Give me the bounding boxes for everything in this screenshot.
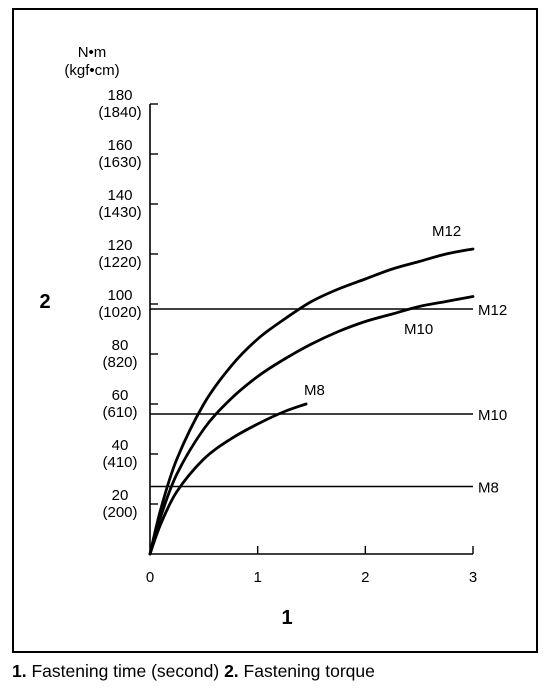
curves <box>148 247 475 556</box>
y-unit-label: N•m <box>78 44 107 61</box>
y-tick-label-nm-100: 100 <box>107 287 132 304</box>
y-tick-label-nm-180: 180 <box>107 87 132 104</box>
y-tick-label-nm-20: 20 <box>112 487 129 504</box>
y-tick-label-kgf-60: (610) <box>102 404 137 421</box>
reference-lines <box>150 308 473 488</box>
labels: 20(200)40(410)60(610)80(820)100(1020)120… <box>39 44 507 629</box>
y-tick-label-kgf-140: (1430) <box>98 204 141 221</box>
caption-text-1: Fastening time (second) <box>26 661 225 681</box>
caption-number-1: 1. <box>12 661 27 681</box>
y-tick-label-nm-40: 40 <box>112 437 129 454</box>
x-tick-label-2: 2 <box>361 569 369 586</box>
y-tick-label-kgf-20: (200) <box>102 504 137 521</box>
curve-label-m8: M8 <box>304 382 325 399</box>
y-tick-label-kgf-160: (1630) <box>98 154 141 171</box>
y-unit-label-kgf: (kgf•cm) <box>64 62 119 79</box>
curve-label-m12: M12 <box>432 223 461 240</box>
y-tick-label-kgf-80: (820) <box>102 354 137 371</box>
y-tick-label-kgf-40: (410) <box>102 454 137 471</box>
y-tick-label-kgf-180: (1840) <box>98 104 141 121</box>
reference-label-m8: M8 <box>478 480 499 497</box>
figure-caption: 1. Fastening time (second) 2. Fastening … <box>12 661 375 682</box>
axes <box>149 103 474 555</box>
chart-frame: 20 (200) 40 (410) 60 (610) 80 (820) 100 (1020) 120… <box>12 8 538 653</box>
reference-label-m10: M10 <box>478 407 507 424</box>
x-tick-label-0: 0 <box>146 569 154 586</box>
reference-label-m12: M12 <box>478 302 507 319</box>
x-tick-label-1: 1 <box>253 569 261 586</box>
y-tick-label-nm-60: 60 <box>112 387 129 404</box>
y-axis-marker: 2 <box>39 291 50 313</box>
y-tick-label-nm-140: 140 <box>107 187 132 204</box>
curve-m10 <box>148 295 475 556</box>
y-tick-label-nm-120: 120 <box>107 237 132 254</box>
caption-number-2: 2. <box>224 661 239 681</box>
x-tick-label-3: 3 <box>469 569 477 586</box>
y-tick-label-kgf-100: (1020) <box>98 304 141 321</box>
x-axis-marker: 1 <box>281 607 292 629</box>
curve-label-m10: M10 <box>404 321 433 338</box>
torque-chart: 20(200)40(410)60(610)80(820)100(1020)120… <box>39 44 507 629</box>
curve-m8 <box>148 402 308 556</box>
y-tick-label-nm-80: 80 <box>112 337 129 354</box>
curve-m12 <box>148 247 475 556</box>
caption-text-2: Fastening torque <box>238 661 375 681</box>
y-tick-label-kgf-120: (1220) <box>98 254 141 271</box>
y-tick-label-nm-160: 160 <box>107 137 132 154</box>
